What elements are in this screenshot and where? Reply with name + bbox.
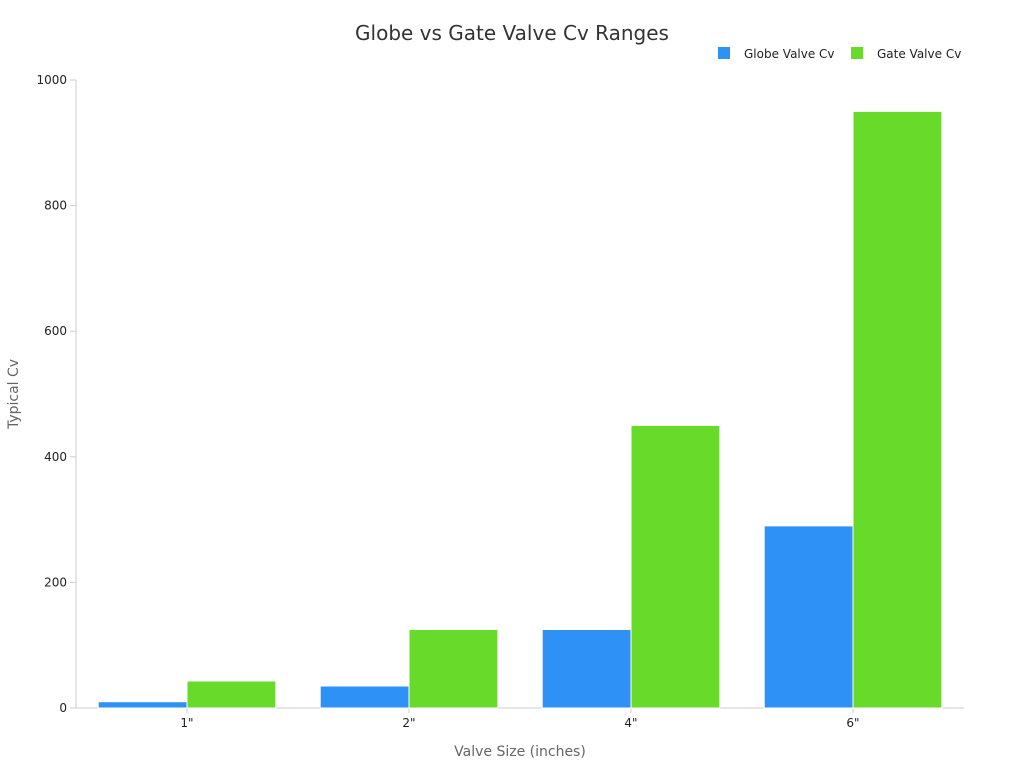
y-tick-label: 800 [44,199,67,213]
legend-swatch [718,47,730,59]
x-tick-label: 2" [402,716,415,730]
x-tick-label: 4" [624,716,637,730]
x-axis: 1" 2" 4" 6" [76,707,964,730]
y-tick-label: 400 [44,450,67,464]
bar-gate-2 [630,424,721,709]
y-tick-label: 1000 [36,73,67,87]
bar-gate-3 [852,110,943,709]
y-axis-title: Typical Cv [6,359,22,430]
bar-globe-2 [541,629,632,709]
bar-globe-3 [763,525,854,709]
legend-swatch [851,47,863,59]
chart-title: Globe vs Gate Valve Cv Ranges [355,21,669,45]
bar-globe-1 [319,685,410,709]
bar-gate-0 [186,680,277,709]
bar-gate-1 [408,629,499,709]
legend-label: Globe Valve Cv [744,47,835,61]
y-tick-label: 200 [44,575,67,589]
x-axis-title: Valve Size (inches) [454,744,586,760]
bars [97,110,943,709]
x-tick-label: 6" [846,716,859,730]
bar-globe-0 [97,701,188,709]
y-tick-label: 0 [59,701,67,715]
legend-label: Gate Valve Cv [877,47,961,61]
legend: Globe Valve Cv Gate Valve Cv [718,47,961,61]
y-tick-label: 600 [44,324,67,338]
y-axis: 0 200 400 600 800 1000 [36,73,77,715]
x-tick-label: 1" [180,716,193,730]
